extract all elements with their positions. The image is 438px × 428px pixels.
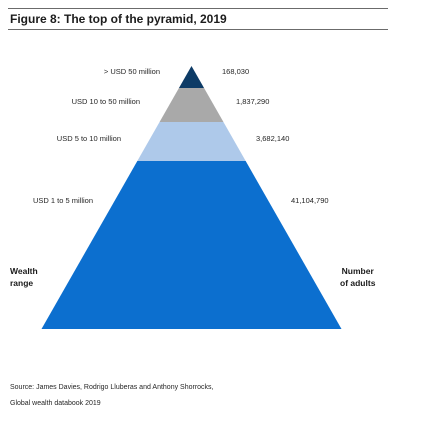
pyramid-tier-3 xyxy=(137,122,246,161)
tier-range-label: USD 5 to 10 million xyxy=(56,134,121,143)
pyramid-tier-1 xyxy=(178,66,205,88)
title-bottom-rule xyxy=(8,29,388,30)
left-axis-label-line-1: Wealth xyxy=(10,266,38,276)
tier-range-label: USD 1 to 5 million xyxy=(32,196,93,205)
title-top-rule xyxy=(8,8,388,9)
tier-adults-label: 168,030 xyxy=(222,67,250,76)
source-note: Source: James Davies, Rodrigo Lluberas a… xyxy=(10,380,214,412)
pyramid-tier-4 xyxy=(41,161,342,329)
source-line-2: Global wealth databook 2019 xyxy=(10,400,101,407)
tier-range-label: > USD 50 million xyxy=(103,67,160,76)
tier-range-label: USD 10 to 50 million xyxy=(71,97,140,106)
source-line-1: Source: James Davies, Rodrigo Lluberas a… xyxy=(10,384,214,391)
tier-adults-label: 41,104,790 xyxy=(291,196,329,205)
right-axis-label-line-2: of adults xyxy=(340,278,376,288)
right-axis-label: Number of adults xyxy=(340,265,375,289)
left-axis-label-line-2: range xyxy=(10,278,34,288)
figure-title: Figure 8: The top of the pyramid, 2019 xyxy=(10,12,227,26)
tier-adults-label: 3,682,140 xyxy=(256,134,290,143)
right-axis-label-line-1: Number xyxy=(341,266,374,276)
left-axis-label: Wealth range xyxy=(10,265,38,289)
tier-adults-label: 1,837,290 xyxy=(236,97,270,106)
pyramid-tier-2 xyxy=(159,88,224,122)
